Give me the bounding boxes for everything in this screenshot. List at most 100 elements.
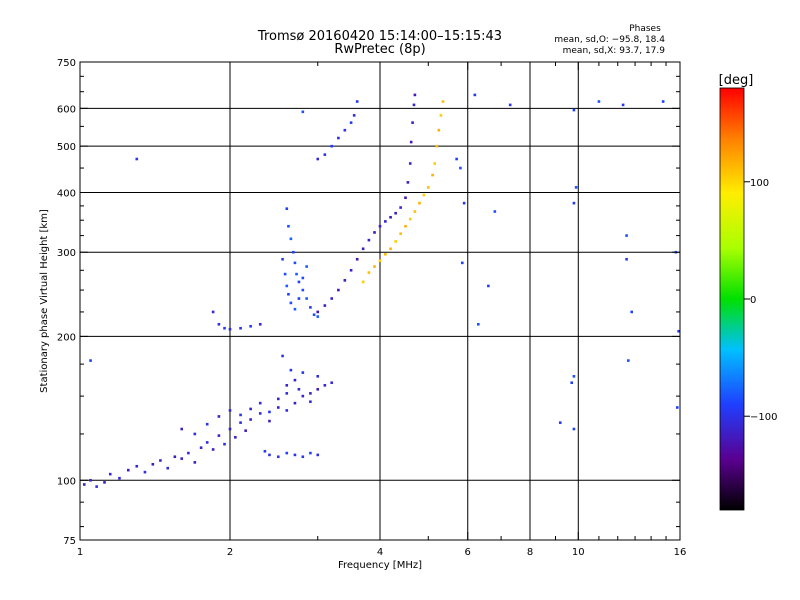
data-point xyxy=(435,144,439,148)
data-point xyxy=(572,108,576,112)
data-point xyxy=(223,326,226,330)
data-point xyxy=(455,157,458,161)
data-point xyxy=(285,284,289,288)
data-point xyxy=(268,410,271,414)
data-point xyxy=(312,313,316,317)
data-point xyxy=(459,166,462,170)
data-point xyxy=(367,271,371,274)
data-point xyxy=(285,384,289,387)
y-tick-label: 300 xyxy=(57,248,76,259)
data-point xyxy=(289,237,293,241)
data-point xyxy=(462,201,466,205)
axes: 1 2 4 6 8 10 16 75 100 200 300 400 500 600 750 xyxy=(57,58,686,558)
data-point xyxy=(297,297,301,300)
data-point xyxy=(239,421,242,424)
data-point xyxy=(249,418,252,421)
x-tick-label: 10 xyxy=(572,547,585,558)
data-point xyxy=(399,232,402,235)
data-point xyxy=(349,268,353,272)
data-point xyxy=(301,394,305,398)
data-point xyxy=(330,144,334,148)
data-point xyxy=(337,136,340,140)
data-point xyxy=(292,250,295,254)
data-point xyxy=(437,128,441,132)
data-point xyxy=(621,103,625,107)
data-point xyxy=(355,257,359,261)
data-point xyxy=(234,436,237,439)
data-point xyxy=(355,100,359,103)
colorbar-label: [deg] xyxy=(719,73,754,88)
data-point xyxy=(143,470,147,474)
data-point xyxy=(378,259,382,262)
data-point xyxy=(399,206,402,209)
data-point xyxy=(258,412,262,415)
data-point xyxy=(244,429,247,432)
data-point xyxy=(118,476,121,480)
data-point xyxy=(406,181,410,184)
data-point xyxy=(572,201,576,205)
data-point xyxy=(217,322,221,326)
data-point xyxy=(135,157,139,161)
data-point xyxy=(316,157,320,161)
data-point xyxy=(418,201,421,205)
data-point xyxy=(285,207,289,210)
data-point xyxy=(572,375,576,378)
data-point xyxy=(293,261,297,265)
x-tick-label: 4 xyxy=(377,547,383,558)
data-point xyxy=(661,100,665,103)
data-point xyxy=(228,409,232,412)
data-point xyxy=(309,451,312,455)
x-tick-label: 16 xyxy=(674,547,687,558)
data-point xyxy=(460,261,464,265)
data-point xyxy=(173,455,177,459)
x-axis-label: Frequency [MHz] xyxy=(338,560,422,571)
data-point xyxy=(159,459,162,462)
data-point xyxy=(287,292,290,296)
data-point xyxy=(89,359,92,362)
data-point xyxy=(675,406,679,409)
data-point xyxy=(268,453,271,457)
data-point xyxy=(297,388,301,391)
data-point xyxy=(217,434,221,437)
data-point xyxy=(361,280,365,284)
data-point xyxy=(361,247,365,251)
data-point xyxy=(223,442,226,446)
data-point xyxy=(394,240,397,243)
data-point xyxy=(630,310,634,314)
data-point xyxy=(323,304,327,307)
data-point xyxy=(408,217,412,221)
data-point xyxy=(343,279,347,282)
data-point xyxy=(558,421,562,424)
data-point xyxy=(249,407,252,411)
data-point xyxy=(309,392,312,395)
data-point xyxy=(572,427,576,431)
data-point xyxy=(301,288,305,292)
data-point xyxy=(389,215,392,219)
data-point xyxy=(389,247,392,251)
data-point xyxy=(384,220,387,223)
data-point xyxy=(166,466,170,470)
x-tick-label: 2 xyxy=(227,547,233,558)
data-point xyxy=(276,455,280,459)
y-tick-label: 400 xyxy=(57,188,76,199)
data-point xyxy=(301,371,305,374)
data-point xyxy=(316,388,320,391)
data-point xyxy=(408,162,412,165)
y-tick-label: 750 xyxy=(57,58,76,69)
data-point xyxy=(249,324,252,328)
data-point xyxy=(95,485,98,488)
data-point xyxy=(293,453,297,457)
data-point xyxy=(574,186,578,189)
data-point xyxy=(180,427,184,431)
data-point xyxy=(316,310,320,314)
data-point xyxy=(316,453,320,457)
data-point xyxy=(431,173,434,177)
data-point xyxy=(337,288,340,292)
data-point xyxy=(508,103,512,107)
data-point xyxy=(570,381,573,385)
data-point xyxy=(473,93,477,97)
data-point xyxy=(228,427,232,431)
data-point xyxy=(205,422,209,426)
data-point xyxy=(126,468,130,472)
data-point xyxy=(82,483,86,486)
